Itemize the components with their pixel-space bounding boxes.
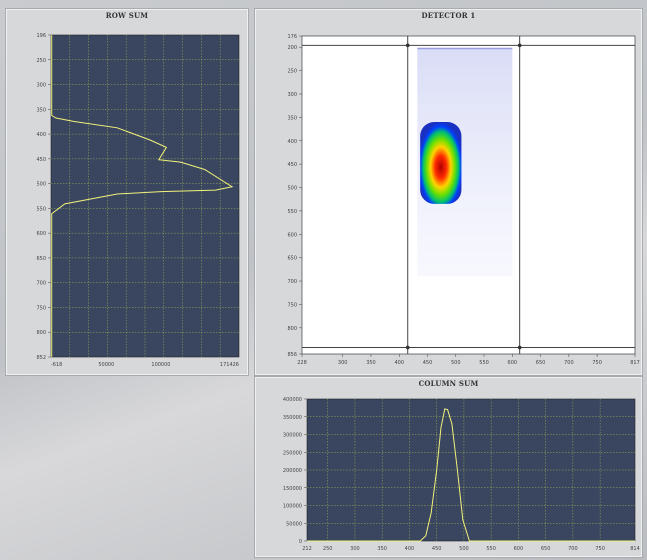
- detector-x-tick-label: 350: [366, 360, 376, 366]
- detector-cursor-handle: [517, 43, 522, 48]
- row-sum-y-tick-label: 700: [36, 281, 46, 287]
- row-sum-y-tick-label: 300: [36, 83, 46, 89]
- detector-y-tick-label: 550: [287, 209, 297, 215]
- detector-y-tick-label: 400: [287, 139, 297, 145]
- detector-x-tick-label: 500: [451, 360, 461, 366]
- detector-title: DETECTOR 1: [421, 11, 476, 20]
- row-sum-y-tick-label: 650: [36, 256, 46, 262]
- detector-y-tick-label: 250: [287, 69, 297, 75]
- column-sum-y-tick-label: 300000: [283, 433, 302, 439]
- detector-x-tick-label: 817: [630, 360, 640, 366]
- column-sum-x-tick-label: 212: [302, 546, 312, 552]
- column-sum-y-tick-label: 400000: [283, 397, 302, 403]
- detector-cursor-handle: [405, 43, 410, 48]
- row-sum-y-tick-label: 550: [36, 206, 46, 212]
- detector-y-tick-label: 650: [287, 256, 297, 262]
- column-sum-panel: COLUMN SUM 400000 350000 300000 250000 20000…: [254, 376, 643, 558]
- detector-y-tick-label: 200: [287, 45, 297, 51]
- row-sum-trace: [51, 35, 234, 357]
- row-sum-x-tick-label: 50000: [98, 362, 114, 368]
- column-sum-x-tick-label: 550: [486, 546, 496, 552]
- row-sum-y-tick-label: 750: [36, 305, 46, 311]
- row-sum-y-tick-label: 196: [36, 33, 46, 39]
- detector-panel: DETECTOR 1 176 200 250 300 350 400 450 500 550 60…: [254, 8, 643, 376]
- column-sum-trace: [307, 408, 635, 542]
- column-sum-y-tick-label: 200000: [283, 468, 302, 474]
- detector-y-tick-label: 600: [287, 232, 297, 238]
- column-sum-y-tick-label: 250000: [283, 450, 302, 456]
- column-sum-x-tick-label: 450: [432, 546, 442, 552]
- column-sum-title: COLUMN SUM: [418, 379, 479, 388]
- column-sum-x-tick-label: 300: [350, 546, 360, 552]
- detector-x-tick-label: 600: [508, 360, 518, 366]
- row-sum-y-tick-label: 600: [36, 231, 46, 237]
- detector-x-tick-label: 700: [564, 360, 574, 366]
- detector-x-tick-label: 750: [592, 360, 602, 366]
- detector-x-tick-label: 228: [297, 360, 307, 366]
- column-sum-x-tick-label: 400: [405, 546, 415, 552]
- row-sum-y-tick-label: 350: [36, 107, 46, 113]
- detector-x-tick-label: 400: [394, 360, 404, 366]
- row-sum-plot[interactable]: 196 250 300 350 400 450 500 550 600 650 700 750 800 8…: [6, 9, 248, 375]
- row-sum-y-tick-label: 852: [36, 355, 46, 361]
- detector-y-tick-label: 350: [287, 115, 297, 121]
- column-sum-y-tick-label: 50000: [286, 521, 302, 527]
- detector-y-tick-label: 450: [287, 162, 297, 168]
- detector-x-tick-label: 450: [423, 360, 433, 366]
- column-sum-x-tick-label: 700: [568, 546, 578, 552]
- detector-y-tick-label: 750: [287, 302, 297, 308]
- detector-y-tick-label: 300: [287, 92, 297, 98]
- row-sum-x-tick-label: 100000: [151, 362, 170, 368]
- column-sum-y-tick-label: 150000: [283, 486, 302, 492]
- column-sum-x-tick-label: 350: [377, 546, 387, 552]
- column-sum-x-tick-label: 814: [630, 546, 640, 552]
- row-sum-title: ROW SUM: [105, 11, 149, 20]
- column-sum-plot[interactable]: 400000 350000 300000 250000 200000 150000 1000…: [255, 377, 642, 557]
- detector-y-tick-label: 176: [287, 34, 297, 40]
- column-sum-x-tick-label: 650: [541, 546, 551, 552]
- row-sum-y-tick-label: 250: [36, 58, 46, 64]
- column-sum-x-tick-label: 250: [323, 546, 333, 552]
- detector-x-tick-label: 300: [338, 360, 348, 366]
- detector-hotspot: [420, 122, 462, 204]
- row-sum-y-tick-label: 500: [36, 182, 46, 188]
- row-sum-x-tick-label: -618: [51, 362, 62, 368]
- detector-y-tick-label: 856: [287, 352, 297, 358]
- detector-y-tick-label: 500: [287, 186, 297, 192]
- column-sum-y-tick-label: 350000: [283, 415, 302, 421]
- row-sum-x-tick-label: 171426: [220, 362, 239, 368]
- detector-cursor-handle: [405, 345, 410, 350]
- detector-cursor-handle: [517, 345, 522, 350]
- detector-x-tick-label: 650: [536, 360, 546, 366]
- detector-x-tick-label: 550: [479, 360, 489, 366]
- column-sum-x-tick-label: 600: [514, 546, 524, 552]
- row-sum-y-tick-label: 450: [36, 157, 46, 163]
- detector-image-plot[interactable]: 176 200 250 300 350 400 450 500 550 600 650 700 750 8…: [255, 9, 642, 375]
- row-sum-y-tick-label: 400: [36, 132, 46, 138]
- column-sum-x-tick-label: 500: [459, 546, 469, 552]
- column-sum-y-tick-label: 100000: [283, 504, 302, 510]
- row-sum-panel: ROW SUM 196 250 300 350 400 450 500 550 600 650 70…: [5, 8, 249, 376]
- detector-y-tick-label: 700: [287, 279, 297, 285]
- detector-y-tick-label: 800: [287, 326, 297, 332]
- row-sum-y-tick-label: 800: [36, 330, 46, 336]
- column-sum-y-tick-label: 0: [299, 539, 302, 545]
- column-sum-x-tick-label: 750: [595, 546, 605, 552]
